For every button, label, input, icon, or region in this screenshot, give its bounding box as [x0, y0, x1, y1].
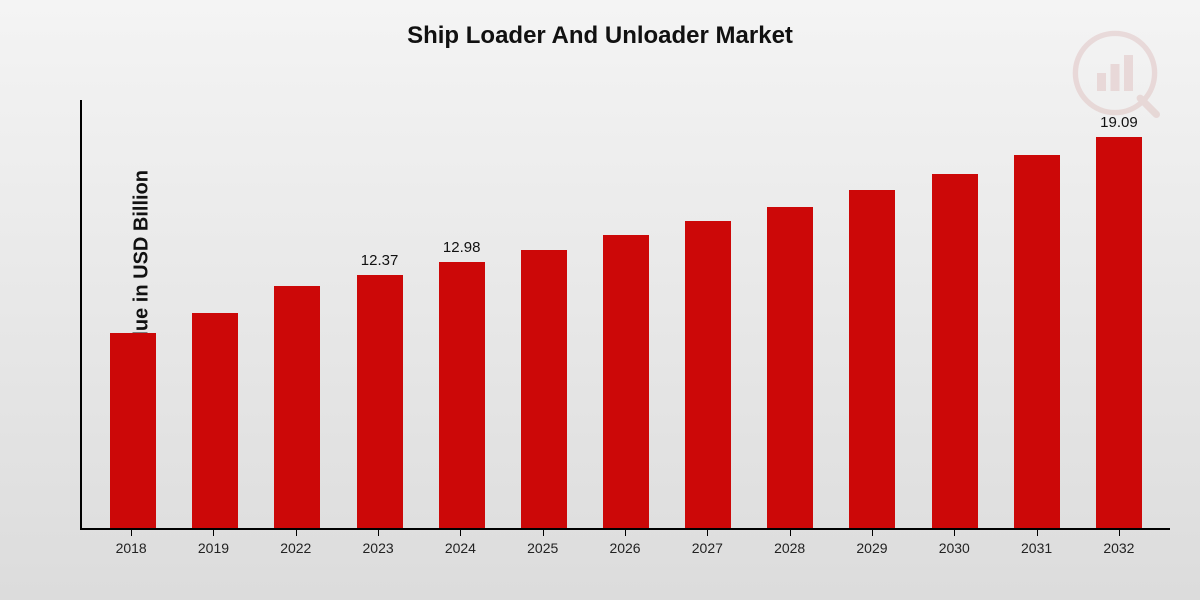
x-axis-tick — [213, 530, 214, 536]
x-axis-tick — [790, 530, 791, 536]
bar-slot — [174, 100, 256, 528]
bar — [439, 262, 485, 528]
bar — [357, 275, 403, 528]
bar — [521, 250, 567, 528]
bar-slot — [749, 100, 831, 528]
x-axis-tick — [296, 530, 297, 536]
bar — [192, 313, 238, 528]
plot-area: 12.37 12.98 19.09 — [80, 100, 1170, 530]
x-axis-tick — [543, 530, 544, 536]
bar-value-label: 19.09 — [1100, 114, 1138, 131]
x-axis-tick — [625, 530, 626, 536]
bar-slot — [914, 100, 996, 528]
x-axis-tick — [872, 530, 873, 536]
x-axis-tick — [1119, 530, 1120, 536]
bar — [685, 221, 731, 528]
bar — [1096, 137, 1142, 528]
x-axis-tick — [707, 530, 708, 536]
bar-slot — [831, 100, 913, 528]
bar — [603, 235, 649, 528]
bar-slot — [256, 100, 338, 528]
x-axis-tick — [378, 530, 379, 536]
x-axis-tick — [131, 530, 132, 536]
bar — [1014, 155, 1060, 528]
x-axis-tick — [1037, 530, 1038, 536]
bar-slot — [585, 100, 667, 528]
bar-slot: 12.37 — [338, 100, 420, 528]
bar — [932, 174, 978, 528]
bar — [110, 333, 156, 528]
bars-container: 12.37 12.98 19.09 — [82, 100, 1170, 528]
bar — [274, 286, 320, 528]
bar-slot — [667, 100, 749, 528]
x-axis-tick — [954, 530, 955, 536]
bar-slot — [996, 100, 1078, 528]
bar-slot — [92, 100, 174, 528]
bar — [767, 207, 813, 528]
bar-value-label: 12.98 — [443, 239, 481, 256]
x-axis-tick — [460, 530, 461, 536]
bar-slot — [503, 100, 585, 528]
bar-slot: 12.98 — [421, 100, 503, 528]
bar-value-label: 12.37 — [361, 252, 399, 269]
bar-slot: 19.09 — [1078, 100, 1160, 528]
chart-title: Ship Loader And Unloader Market — [0, 22, 1200, 50]
bar — [849, 190, 895, 528]
